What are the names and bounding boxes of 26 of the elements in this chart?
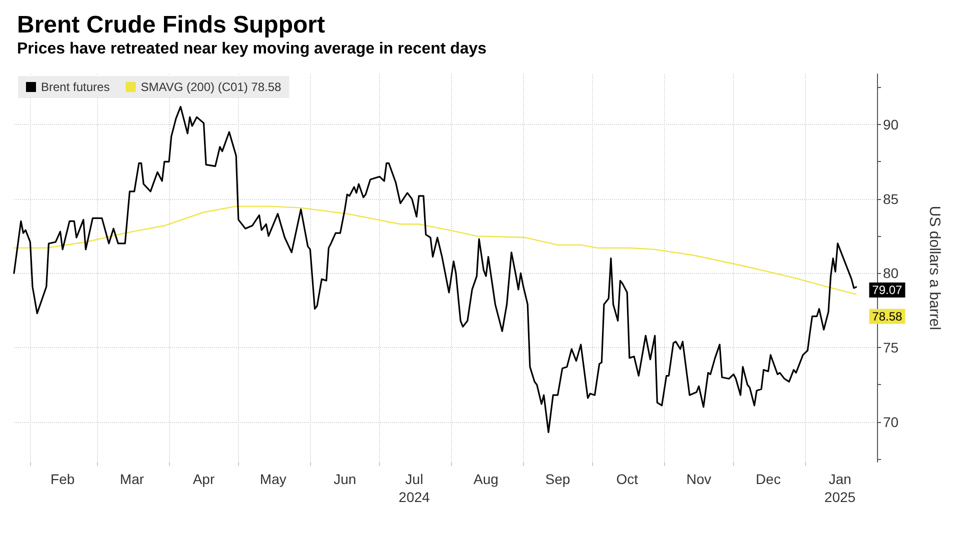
x-tick-label: Oct [616, 471, 638, 487]
chart-subtitle: Prices have retreated near key moving average in recent days [17, 40, 487, 58]
y-tick-label: 70 [883, 414, 899, 430]
legend-label: SMAVG (200) (C01) 78.58 [140, 80, 282, 94]
x-tick-label: Feb [50, 471, 75, 487]
legend-label: Brent futures [41, 80, 110, 94]
x-tick-label: Mar [120, 471, 144, 487]
line-series [13, 106, 857, 434]
y-tick-label: 85 [883, 190, 899, 207]
x-tick-label: Dec [756, 471, 781, 487]
y-tick-label: 75 [883, 340, 899, 356]
x-tick-label: Jan 2025 [824, 471, 856, 505]
x-tick-label: Aug [474, 471, 498, 487]
x-tick-label: Sep [545, 471, 570, 487]
chart-title: Brent Crude Finds Support [17, 12, 325, 38]
annotation: 79.07 [872, 283, 903, 298]
x-tick-label: Jul 2024 [398, 471, 430, 505]
line-series [13, 206, 857, 295]
x-tick-label: May [260, 471, 286, 487]
x-tick-label: Jun [334, 471, 356, 487]
x-tick-label: Apr [192, 471, 215, 487]
annotation: 78.58 [872, 309, 903, 324]
y-tick-label: 90 [883, 116, 899, 133]
y-axis-title: US dollars a barrel [926, 206, 943, 330]
x-tick-label: Nov [686, 471, 712, 487]
y-tick-label: 80 [883, 265, 899, 282]
